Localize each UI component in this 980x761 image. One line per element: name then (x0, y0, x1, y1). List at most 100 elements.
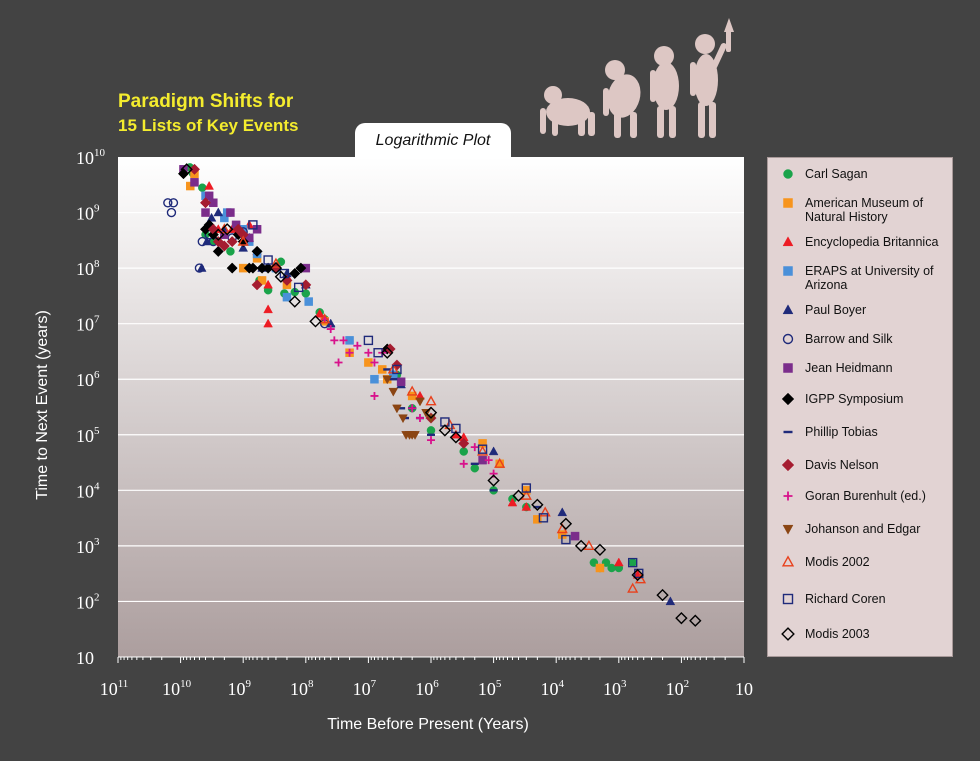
series-10 (320, 315, 498, 478)
data-point (410, 431, 420, 440)
x-tick-label: 106 (415, 678, 439, 699)
data-point (388, 387, 399, 397)
legend-label: Encyclopedia Britannica (805, 235, 939, 249)
data-point (238, 242, 249, 252)
legend-label: Jean Heidmann (805, 361, 893, 375)
data-point (353, 341, 362, 350)
data-point (282, 292, 292, 302)
data-point (383, 368, 392, 371)
x-tick-label: 103 (603, 678, 627, 699)
data-point (533, 505, 542, 509)
data-point (507, 497, 518, 507)
data-point (364, 348, 373, 357)
data-point (199, 197, 212, 209)
data-point (166, 207, 177, 218)
data-point (251, 245, 263, 257)
data-point (627, 557, 638, 568)
legend-marker (781, 627, 795, 641)
legend-label: Richard Coren (805, 592, 886, 606)
legend-label: Barrow and Silk (805, 332, 893, 346)
y-tick-label: 109 (76, 203, 100, 224)
data-point (593, 543, 607, 557)
data-point (397, 407, 406, 410)
data-point (398, 414, 408, 424)
data-point (675, 611, 688, 625)
legend-label: Paul Boyer (805, 303, 867, 317)
title-line-2: 15 Lists of Key Events (118, 116, 299, 135)
y-tick-label: 103 (76, 536, 100, 557)
legend-marker (781, 392, 795, 406)
data-point (237, 229, 249, 241)
legend-marker-shape (782, 236, 794, 247)
data-point (392, 404, 402, 414)
data-point (392, 364, 402, 375)
legend-marker-shape (782, 593, 794, 605)
data-point (583, 539, 595, 550)
data-point (427, 433, 435, 436)
x-tick-label: 10 (735, 679, 753, 699)
data-point (201, 208, 210, 217)
y-tick-label: 1010 (76, 147, 106, 168)
data-point (426, 426, 436, 435)
data-point (263, 304, 273, 314)
data-point (521, 501, 532, 511)
data-point (237, 236, 249, 248)
x-tick-label: 1010 (162, 678, 192, 699)
data-point (520, 489, 532, 500)
data-point (561, 534, 571, 545)
legend-marker (781, 458, 795, 472)
data-point (263, 255, 273, 265)
data-point (370, 391, 379, 400)
data-point (304, 297, 313, 306)
data-point (408, 404, 417, 413)
y-tick-label: 10 (76, 648, 94, 668)
legend-marker (783, 430, 793, 434)
data-point (459, 459, 468, 468)
legend-marker-shape (781, 458, 795, 472)
legend-marker (782, 304, 794, 315)
legend-marker (783, 491, 793, 501)
data-points (163, 163, 702, 627)
data-point (494, 457, 506, 468)
data-point (484, 456, 493, 465)
x-tick-label: 102 (666, 678, 690, 699)
legend-label: Modis 2003 (805, 627, 870, 641)
data-point (213, 207, 224, 217)
legend-marker-shape (783, 491, 793, 501)
data-point (295, 262, 307, 274)
data-point (194, 263, 205, 273)
data-point (163, 198, 173, 208)
data-point (206, 212, 217, 222)
data-point (389, 378, 398, 381)
data-point (476, 445, 489, 456)
legend-marker (781, 555, 795, 567)
data-point (627, 582, 639, 593)
y-tick-label: 105 (76, 425, 100, 446)
data-point (212, 245, 224, 257)
legend-marker (783, 169, 793, 179)
x-axis-ticks: 1011 1010 109 108 107 106 105 104 103 102 10 (100, 656, 753, 699)
data-point (489, 489, 498, 492)
x-tick-label: 1011 (100, 678, 129, 699)
data-point (309, 315, 322, 328)
data-point (557, 507, 568, 517)
data-point (197, 236, 208, 247)
data-point (251, 279, 263, 291)
data-point (370, 358, 379, 367)
legend-label: Carl Sagan (805, 167, 868, 181)
data-point (488, 446, 499, 456)
data-point (270, 257, 282, 268)
data-point (212, 228, 225, 241)
y-tick-label: 108 (76, 258, 100, 279)
y-tick-label: 107 (76, 314, 100, 335)
data-point (289, 267, 301, 280)
y-tick-label: 106 (76, 369, 100, 390)
legend-marker-shape (781, 555, 795, 567)
legend-label: American Museum of Natural History (805, 196, 924, 224)
data-point (556, 523, 568, 534)
data-point (218, 240, 230, 252)
data-point (226, 236, 238, 248)
data-point (533, 515, 542, 524)
data-point (628, 558, 637, 567)
